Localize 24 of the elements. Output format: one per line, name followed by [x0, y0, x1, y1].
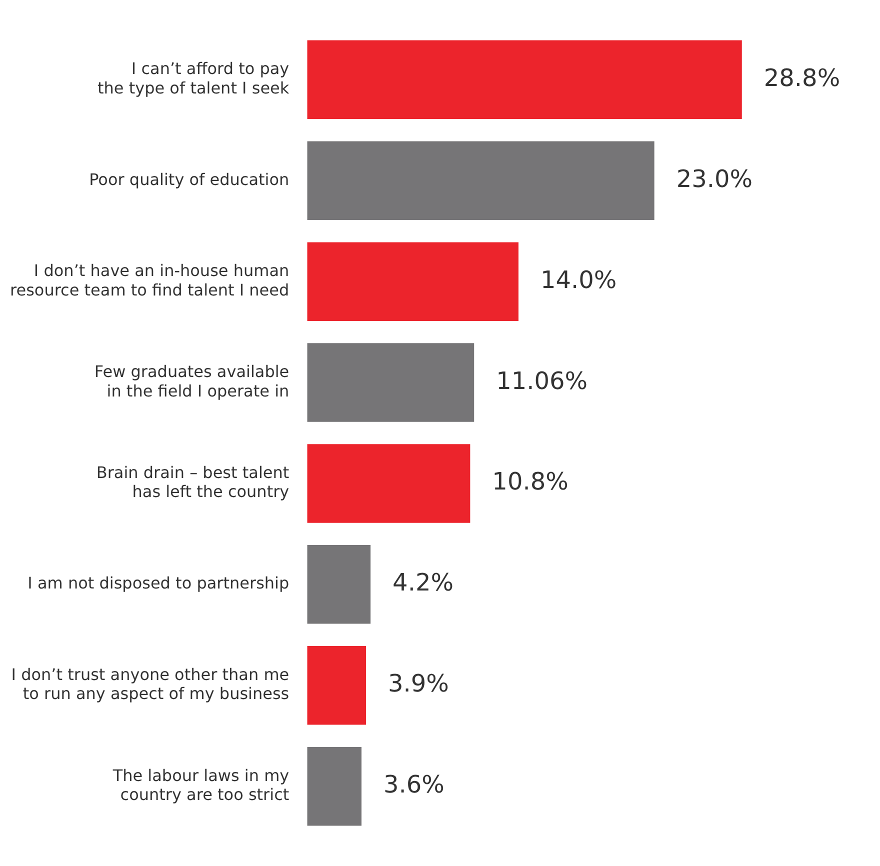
data-label: 3.9%	[388, 670, 450, 698]
y-tick-label: I am not disposed to partnership	[28, 574, 290, 593]
y-tick-label: I don’t trust anyone other than me to run any aspect of my business	[11, 664, 290, 704]
y-tick-label: I don’t have an in-house human resource team to find talent I need	[10, 261, 290, 300]
bar	[307, 343, 474, 422]
bar	[307, 545, 371, 624]
bar	[307, 746, 362, 826]
bar	[307, 646, 366, 725]
y-tick-label: Poor quality of education	[89, 170, 290, 189]
data-label: 14.0%	[540, 266, 617, 294]
data-label: 4.2%	[392, 568, 454, 597]
data-label: 23.0%	[676, 164, 753, 193]
bar	[307, 141, 654, 220]
y-tick-label: I can’t afford to pay the type of talent I seek	[98, 59, 290, 98]
data-label: 3.6%	[383, 770, 444, 799]
data-label: 10.8%	[492, 468, 568, 496]
bar	[307, 40, 742, 120]
bar	[307, 242, 518, 321]
bar	[307, 444, 470, 523]
y-tick-label: The labour laws in my country are too strict	[112, 766, 290, 804]
data-label: 28.8%	[764, 64, 840, 92]
data-label: 11.06%	[496, 366, 588, 395]
y-tick-label: Few graduates available in the field I operate in	[94, 362, 290, 400]
y-tick-label: Brain drain – best talent has left the country	[96, 463, 290, 502]
